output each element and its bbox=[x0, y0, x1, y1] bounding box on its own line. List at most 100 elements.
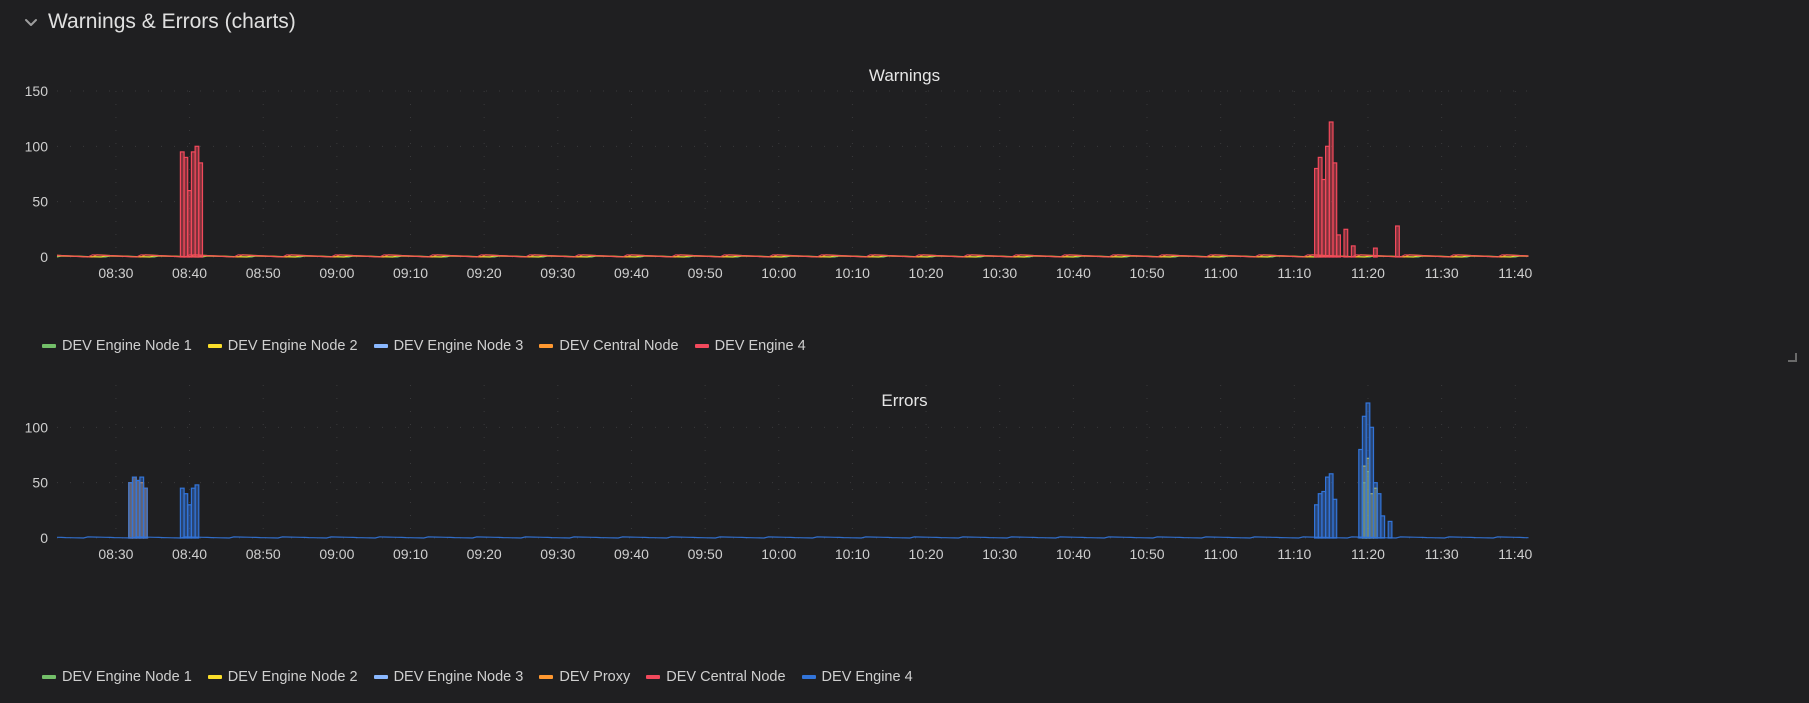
series-baseline bbox=[56, 254, 1529, 258]
legend-swatch bbox=[207, 675, 222, 679]
legend-item[interactable]: DEV Engine Node 1 bbox=[42, 338, 192, 354]
spike-mark[interactable] bbox=[198, 162, 204, 258]
legend-item[interactable]: DEV Engine 4 bbox=[801, 669, 913, 685]
warnings-chart[interactable]: 08:30 08:40 08:50 09:00 09:10 09:20 09:30 09:40… bbox=[0, 55, 1809, 335]
x-tick-label: 08:30 bbox=[98, 265, 133, 281]
x-tick-label: 11:20 bbox=[1351, 546, 1385, 562]
x-tick-label: 11:00 bbox=[1204, 265, 1238, 281]
spike-mark[interactable] bbox=[1343, 228, 1349, 258]
x-tick-label: 09:10 bbox=[393, 546, 428, 562]
y-tick-label: 100 bbox=[25, 138, 49, 154]
legend-swatch bbox=[539, 344, 554, 348]
legend-label: DEV Engine Node 1 bbox=[62, 669, 192, 685]
x-tick-label: 10:20 bbox=[909, 265, 944, 281]
x-tick-label: 08:50 bbox=[246, 265, 281, 281]
x-tick-label: 09:20 bbox=[467, 546, 502, 562]
legend-swatch bbox=[373, 675, 388, 679]
x-tick-label: 11:00 bbox=[1204, 546, 1238, 562]
spike-mark[interactable] bbox=[142, 487, 148, 539]
x-tick-label: 11:40 bbox=[1498, 546, 1532, 562]
legend-item[interactable]: DEV Proxy bbox=[539, 669, 630, 685]
spike-mark[interactable] bbox=[1387, 520, 1393, 539]
legend-swatch bbox=[539, 675, 554, 679]
x-tick-label: 09:20 bbox=[467, 265, 502, 281]
legend-swatch bbox=[42, 344, 56, 348]
legend-label: DEV Engine 4 bbox=[714, 338, 806, 354]
warnings-legend: DEV Engine Node 1 DEV Engine Node 2 DEV En… bbox=[42, 338, 806, 354]
y-tick-label: 0 bbox=[40, 249, 48, 265]
x-tick-label: 09:50 bbox=[688, 546, 723, 562]
legend-swatch bbox=[42, 675, 56, 679]
spike-mark[interactable] bbox=[1394, 225, 1400, 258]
x-tick-label: 08:50 bbox=[246, 546, 281, 562]
x-tick-label: 10:00 bbox=[761, 265, 796, 281]
legend-swatch bbox=[207, 344, 222, 348]
legend-label: DEV Engine Node 3 bbox=[393, 669, 524, 685]
errors-chart[interactable]: 08:30 08:40 08:50 09:00 09:10 09:20 09:30 09:40… bbox=[0, 380, 1809, 665]
x-tick-label: 08:40 bbox=[172, 265, 207, 281]
spike-mark[interactable] bbox=[1380, 515, 1386, 539]
x-tick-label: 10:30 bbox=[982, 265, 1017, 281]
x-tick-label: 10:20 bbox=[909, 546, 944, 562]
x-tick-label: 11:10 bbox=[1277, 265, 1311, 281]
legend-swatch bbox=[801, 675, 816, 679]
legend-item[interactable]: DEV Engine Node 3 bbox=[373, 669, 524, 685]
x-tick-label: 11:20 bbox=[1351, 265, 1385, 281]
x-tick-label: 08:30 bbox=[98, 546, 133, 562]
y-tick-label: 50 bbox=[32, 194, 48, 210]
x-tick-label: 10:50 bbox=[1129, 265, 1164, 281]
series-baseline bbox=[56, 536, 1529, 539]
x-tick-label: 08:40 bbox=[172, 546, 207, 562]
x-tick-label: 10:40 bbox=[1056, 265, 1091, 281]
y-tick-label: 50 bbox=[32, 475, 48, 491]
spike-mark[interactable] bbox=[1332, 162, 1338, 258]
legend-label: DEV Central Node bbox=[666, 669, 786, 685]
legend-swatch bbox=[646, 675, 661, 679]
panel-title-warnings[interactable]: Warnings bbox=[868, 66, 941, 85]
legend-item[interactable]: DEV Engine Node 3 bbox=[373, 338, 524, 354]
legend-label: DEV Engine 4 bbox=[821, 669, 913, 685]
chevron-down-icon[interactable] bbox=[22, 13, 40, 31]
legend-item[interactable]: DEV Engine Node 2 bbox=[207, 669, 358, 685]
legend-item[interactable]: DEV Central Node bbox=[539, 338, 679, 354]
spike-mark[interactable] bbox=[1372, 247, 1378, 258]
errors-panel: Errors 08:30 08:40 08:50 09:00 09:10 09:20 09:… bbox=[0, 380, 1809, 703]
spike-mark[interactable] bbox=[194, 484, 200, 539]
spike-mark[interactable] bbox=[1332, 498, 1338, 539]
legend-item[interactable]: DEV Engine Node 2 bbox=[207, 338, 358, 354]
legend-label: DEV Proxy bbox=[559, 669, 631, 685]
x-tick-label: 10:30 bbox=[982, 546, 1017, 562]
x-tick-label: 10:40 bbox=[1056, 546, 1091, 562]
legend-item[interactable]: DEV Central Node bbox=[646, 669, 786, 685]
x-tick-label: 09:30 bbox=[540, 546, 575, 562]
x-tick-label: 09:00 bbox=[319, 265, 354, 281]
x-tick-label: 11:30 bbox=[1425, 265, 1459, 281]
x-tick-label: 09:40 bbox=[614, 265, 649, 281]
legend-label: DEV Central Node bbox=[559, 338, 679, 354]
errors-legend: DEV Engine Node 1 DEV Engine Node 2 DEV En… bbox=[42, 669, 913, 685]
legend-label: DEV Engine Node 2 bbox=[227, 338, 358, 354]
x-tick-label: 11:10 bbox=[1277, 546, 1311, 562]
x-tick-label: 11:40 bbox=[1498, 265, 1532, 281]
legend-swatch bbox=[694, 344, 709, 348]
row-title: Warnings & Errors (charts) bbox=[48, 10, 296, 33]
legend-item[interactable]: DEV Engine Node 1 bbox=[42, 669, 192, 685]
x-tick-label: 10:00 bbox=[761, 546, 796, 562]
spike-mark[interactable] bbox=[1336, 234, 1341, 258]
x-tick-label: 09:30 bbox=[540, 265, 575, 281]
spike-mark[interactable] bbox=[1350, 245, 1356, 258]
y-tick-label: 0 bbox=[40, 530, 48, 546]
row-collapse-toggle[interactable]: Warnings & Errors (charts) bbox=[22, 10, 296, 34]
y-tick-label: 100 bbox=[25, 419, 49, 435]
x-tick-label: 10:50 bbox=[1129, 546, 1164, 562]
legend-label: DEV Engine Node 3 bbox=[393, 338, 524, 354]
x-tick-label: 09:00 bbox=[319, 546, 354, 562]
legend-label: DEV Engine Node 1 bbox=[62, 338, 192, 354]
resize-handle[interactable] bbox=[1788, 353, 1797, 362]
series-4[interactable] bbox=[56, 121, 1529, 258]
series-5[interactable] bbox=[56, 402, 1529, 539]
panel-title-errors[interactable]: Errors bbox=[881, 391, 928, 410]
legend-label: DEV Engine Node 2 bbox=[227, 669, 358, 685]
x-tick-label: 09:50 bbox=[688, 265, 723, 281]
legend-item[interactable]: DEV Engine 4 bbox=[694, 338, 806, 354]
